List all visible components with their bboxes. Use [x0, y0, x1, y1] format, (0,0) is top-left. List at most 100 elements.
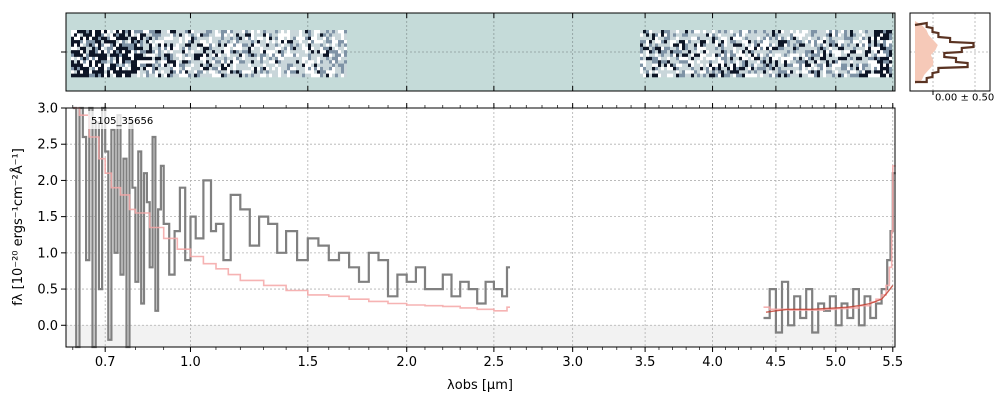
- spectrum-2d-red-pixel: [646, 30, 649, 34]
- spectrum-2d-blue-pixel: [161, 73, 164, 78]
- spectrum-2d-red-pixel: [700, 33, 703, 38]
- spectrum-2d-blue-pixel: [110, 53, 113, 58]
- spectrum-2d-red-pixel: [811, 43, 814, 48]
- spectrum-2d-red-pixel: [793, 30, 796, 34]
- y-tick-labels: 0.00.51.01.52.02.53.0: [37, 102, 58, 334]
- spectrum-2d-red-pixel: [736, 43, 739, 48]
- spectrum-2d-blue-pixel: [227, 36, 230, 41]
- spectrum-2d-red-pixel: [706, 73, 709, 78]
- spectrum-2d-red-pixel: [727, 73, 730, 78]
- spectrum-2d-blue-pixel: [137, 66, 140, 71]
- spectrum-2d-blue-pixel: [338, 30, 341, 34]
- spectrum-2d-blue-pixel: [188, 70, 191, 74]
- spectrum-2d-red-pixel: [709, 43, 712, 48]
- spectrum-2d-blue-pixel: [293, 33, 296, 38]
- spectrum-2d-blue-pixel: [143, 63, 146, 68]
- spectrum-2d-blue-pixel: [146, 50, 149, 54]
- spectrum-2d-blue-pixel: [239, 63, 242, 68]
- spectrum-2d-red-pixel: [742, 70, 745, 74]
- spectrum-2d-blue-pixel: [281, 40, 284, 44]
- spectrum-2d-blue-pixel: [290, 66, 293, 71]
- spectrum-2d-red-pixel: [661, 50, 664, 54]
- spectrum-2d-blue-pixel: [317, 63, 320, 68]
- spectrum-2d-red-pixel: [697, 53, 700, 58]
- spectrum-2d-red-pixel: [703, 73, 706, 78]
- spectrum-2d-blue-pixel: [182, 40, 185, 44]
- spectrum-2d-blue-pixel: [299, 60, 302, 64]
- spectrum-2d-blue-pixel: [215, 30, 218, 34]
- spectrum-2d-red-pixel: [871, 36, 874, 41]
- spectrum-2d-blue-pixel: [260, 73, 263, 78]
- spectrum-2d-blue-pixel: [242, 33, 245, 38]
- spectrum-2d-blue-pixel: [149, 73, 152, 78]
- spectrum-2d-red-pixel: [814, 43, 817, 48]
- spectrum-2d-blue-pixel: [197, 73, 200, 78]
- spectrum-2d-blue-pixel: [266, 43, 269, 48]
- spectrum-2d-red-pixel: [706, 53, 709, 58]
- spectrum-2d-blue-pixel: [92, 33, 95, 38]
- spectrum-2d-red-pixel: [685, 30, 688, 34]
- spectrum-2d-blue-pixel: [197, 30, 200, 34]
- spectrum-2d-blue-pixel: [260, 56, 263, 61]
- spectrum-2d-red-pixel: [727, 46, 730, 51]
- spectrum-2d-red-pixel: [646, 36, 649, 41]
- spectrum-2d-red-pixel: [775, 53, 778, 58]
- spectrum-2d-red-pixel: [844, 40, 847, 44]
- spectrum-2d-red-pixel: [640, 56, 643, 61]
- spectrum-2d-red-pixel: [838, 36, 841, 41]
- spectrum-2d-red-pixel: [871, 40, 874, 44]
- spectrum-2d-red-pixel: [811, 53, 814, 58]
- spectrum-2d-blue-pixel: [311, 40, 314, 44]
- spectrum-2d-blue-pixel: [239, 53, 242, 58]
- spectrum-2d-red-pixel: [700, 50, 703, 54]
- y-axis-title: fλ [10⁻²⁰ ergs⁻¹cm⁻²Å⁻¹]: [10, 148, 26, 306]
- spectrum-2d-blue-pixel: [344, 40, 347, 44]
- spectrum-2d-blue-pixel: [221, 60, 224, 64]
- spectrum-2d-red-pixel: [772, 40, 775, 44]
- spectrum-2d-blue-pixel: [206, 40, 209, 44]
- spectrum-2d-blue-pixel: [101, 70, 104, 74]
- spectrum-2d-red-pixel: [718, 60, 721, 64]
- spectrum-2d-blue-pixel: [215, 53, 218, 58]
- spectrum-2d-red-pixel: [646, 66, 649, 71]
- spectrum-2d-red-pixel: [703, 56, 706, 61]
- spectrum-2d-blue-pixel: [332, 30, 335, 34]
- spectrum-2d-blue-pixel: [86, 50, 89, 54]
- spectrum-2d-red-pixel: [784, 50, 787, 54]
- spectrum-2d-red-pixel: [760, 46, 763, 51]
- spectrum-2d-red-pixel: [658, 53, 661, 58]
- spectrum-2d-blue-pixel: [98, 66, 101, 71]
- spectrum-2d-blue-pixel: [230, 60, 233, 64]
- spectrum-2d-blue-pixel: [263, 43, 266, 48]
- y-tick-label-6: 3.0: [37, 102, 58, 117]
- spectrum-2d-blue-pixel: [185, 73, 188, 78]
- spectrum-2d-red-pixel: [691, 36, 694, 41]
- spectrum-2d-red-pixel: [682, 43, 685, 48]
- spectrum-2d-blue-pixel: [74, 33, 77, 38]
- spectrum-2d-blue-pixel: [305, 50, 308, 54]
- spectrum-2d-blue-pixel: [188, 43, 191, 48]
- spectrum-2d-blue-pixel: [134, 40, 137, 44]
- spectrum-2d-red-pixel: [841, 46, 844, 51]
- spectrum-2d-red-pixel: [667, 43, 670, 48]
- spectrum-2d-blue-pixel: [113, 30, 116, 34]
- spectrum-2d-blue-pixel: [140, 50, 143, 54]
- spectrum-2d-blue-pixel: [311, 66, 314, 71]
- spectrum-2d-red-pixel: [784, 30, 787, 34]
- spectrum-2d-red-pixel: [721, 70, 724, 74]
- spectrum-2d-red-pixel: [814, 33, 817, 38]
- spectrum-2d-red-pixel: [727, 40, 730, 44]
- spectrum-2d-red-pixel: [832, 73, 835, 78]
- spectrum-2d-blue-pixel: [131, 56, 134, 61]
- spectrum-2d-red-pixel: [856, 66, 859, 71]
- spectrum-2d-red-pixel: [748, 40, 751, 44]
- spectrum-2d-red-pixel: [841, 36, 844, 41]
- spectrum-2d-blue-pixel: [242, 66, 245, 71]
- spectrum-2d-blue-pixel: [281, 36, 284, 41]
- spectrum-2d-red-pixel: [652, 60, 655, 64]
- spectrum-2d-blue-pixel: [89, 70, 92, 74]
- spectrum-2d-blue-pixel: [104, 60, 107, 64]
- spectrum-2d-red-pixel: [664, 53, 667, 58]
- spectrum-2d-blue-pixel: [296, 30, 299, 34]
- spectrum-2d-red-pixel: [745, 66, 748, 71]
